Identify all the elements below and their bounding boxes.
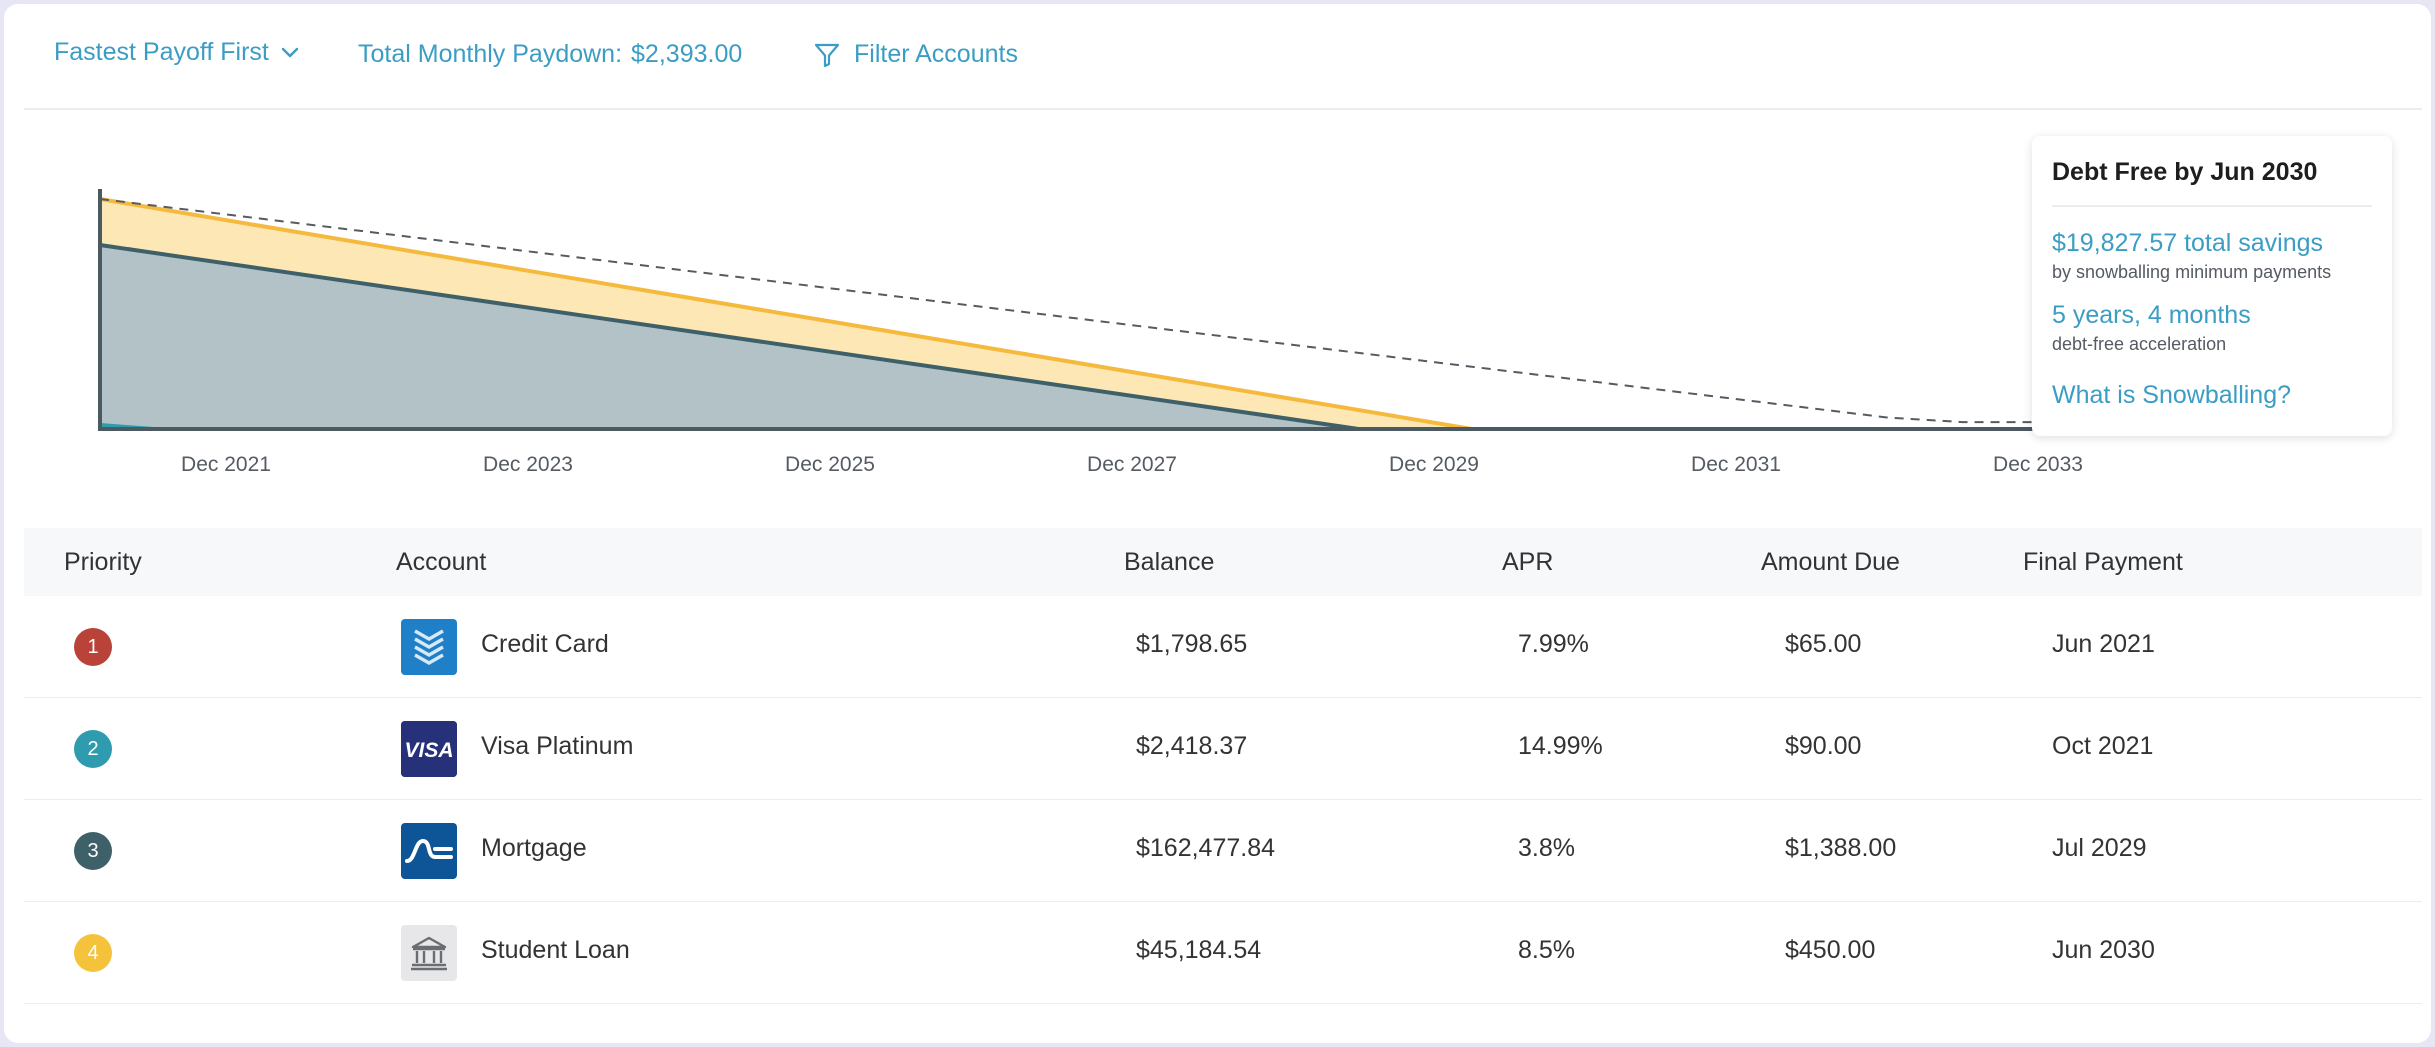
table-row[interactable]: 2 VISA Visa Platinum $2,418.37 14.99% $9… — [24, 698, 2422, 800]
acceleration-value: 5 years, 4 months — [2052, 301, 2251, 329]
paydown-label: Total Monthly Paydown: — [358, 40, 623, 68]
balance-value: $45,184.54 — [1136, 936, 1262, 964]
final-payment-value: Jun 2030 — [2052, 936, 2155, 964]
account-name: Student Loan — [481, 936, 630, 964]
principal-series-line — [99, 243, 1359, 431]
final-payment-value: Oct 2021 — [2052, 732, 2154, 760]
header-final-payment[interactable]: Final Payment — [2023, 548, 2183, 576]
what-is-snowballing-link[interactable]: What is Snowballing? — [2052, 381, 2292, 409]
filter-icon — [814, 42, 840, 68]
apr-value: 7.99% — [1518, 630, 1589, 658]
filter-accounts-button[interactable]: Filter Accounts — [814, 40, 1018, 69]
header-balance[interactable]: Balance — [1124, 548, 1215, 576]
total-savings-value: $19,827.57 total savings — [2052, 229, 2324, 257]
final-payment-value: Jul 2029 — [2052, 834, 2147, 862]
chevron-down-icon — [281, 47, 299, 59]
apr-value: 14.99% — [1518, 732, 1603, 760]
account-name: Mortgage — [481, 834, 587, 862]
amount-due-value: $1,388.00 — [1785, 834, 1897, 862]
final-payment-value: Jun 2021 — [2052, 630, 2155, 658]
amount-due-value: $65.00 — [1785, 630, 1862, 658]
account-name: Credit Card — [481, 630, 609, 658]
toolbar: Fastest Payoff First Total Monthly Paydo… — [24, 4, 2422, 110]
balance-value: $2,418.37 — [1136, 732, 1248, 760]
apr-value: 8.5% — [1518, 936, 1575, 964]
mortgage-logo-icon — [401, 823, 457, 879]
account-name: Visa Platinum — [481, 732, 634, 760]
bank-icon — [401, 925, 457, 981]
header-account[interactable]: Account — [396, 548, 487, 576]
priority-badge: 2 — [74, 730, 112, 768]
total-savings-note: by snowballing minimum payments — [2052, 262, 2332, 282]
priority-badge: 1 — [74, 628, 112, 666]
total-monthly-paydown[interactable]: Total Monthly Paydown: $2,393.00 — [358, 40, 742, 69]
debt-payoff-card: Fastest Payoff First Total Monthly Paydo… — [4, 4, 2431, 1043]
x-tick-label: Dec 2029 — [1389, 453, 1479, 476]
balance-value: $1,798.65 — [1136, 630, 1248, 658]
table-row[interactable]: 1 Credit Card $1,798.65 7.99% $65.00 Jun… — [24, 596, 2422, 698]
header-apr[interactable]: APR — [1502, 548, 1554, 576]
chevron-stack-icon — [401, 619, 457, 675]
amount-due-value: $450.00 — [1785, 936, 1876, 964]
acceleration-note: debt-free acceleration — [2052, 334, 2227, 354]
strategy-dropdown[interactable]: Fastest Payoff First — [54, 38, 299, 67]
x-tick-label: Dec 2031 — [1691, 453, 1781, 476]
visa-logo-text: VISA — [404, 739, 453, 762]
x-tick-label: Dec 2023 — [483, 453, 573, 476]
x-tick-label: Dec 2025 — [785, 453, 875, 476]
strategy-label: Fastest Payoff First — [54, 38, 269, 66]
accounts-table: Priority Account Balance APR Amount Due … — [24, 528, 2422, 1004]
table-row[interactable]: 3 Mortgage $162,477.84 3.8% $1,388.00 Ju… — [24, 800, 2422, 902]
x-tick-label: Dec 2027 — [1087, 453, 1177, 476]
balance-value: $162,477.84 — [1136, 834, 1276, 862]
summary-title: Debt Free by Jun 2030 — [2052, 158, 2372, 207]
paydown-value: $2,393.00 — [631, 40, 743, 68]
x-tick-label: Dec 2033 — [1993, 453, 2083, 476]
table-row[interactable]: 4 Student Loan $45,184.54 8.5% $450.00 J… — [24, 902, 2422, 1004]
amount-due-value: $90.00 — [1785, 732, 1862, 760]
header-amount-due[interactable]: Amount Due — [1761, 548, 1900, 576]
x-tick-label: Dec 2021 — [181, 453, 271, 476]
priority-badge: 3 — [74, 832, 112, 870]
remaining-balance-series-line — [99, 197, 1473, 431]
table-header: Priority Account Balance APR Amount Due … — [24, 528, 2422, 596]
header-priority[interactable]: Priority — [64, 548, 142, 576]
filter-label: Filter Accounts — [854, 40, 1018, 68]
debt-free-summary: Debt Free by Jun 2030 $19,827.57 total s… — [2032, 136, 2392, 436]
apr-value: 3.8% — [1518, 834, 1575, 862]
visa-logo-icon: VISA — [401, 721, 457, 777]
priority-badge: 4 — [74, 934, 112, 972]
